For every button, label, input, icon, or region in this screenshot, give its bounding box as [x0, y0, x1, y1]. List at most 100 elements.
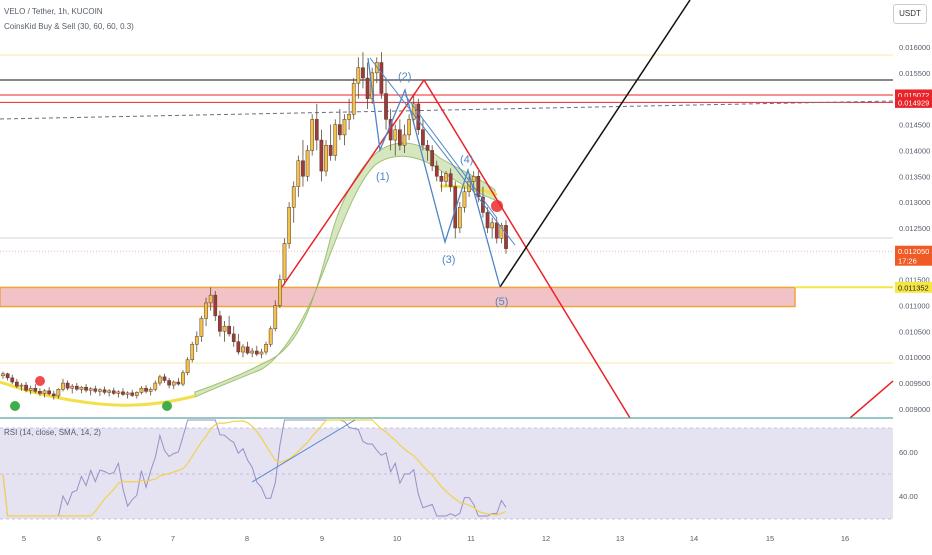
- rsi-axis-tick-label: 60.00: [899, 448, 918, 457]
- wave-label: (1): [376, 171, 389, 183]
- candle-body: [504, 225, 508, 249]
- price-tag: [895, 245, 932, 266]
- candle: [351, 78, 356, 120]
- candle-body: [10, 377, 15, 383]
- candle: [1, 371, 5, 379]
- candle-body: [444, 173, 448, 182]
- candle: [28, 385, 33, 395]
- candle-body: [402, 134, 407, 146]
- buy-signal-dot: [162, 401, 172, 411]
- candle: [125, 391, 130, 399]
- candle: [134, 391, 139, 399]
- candle-body: [65, 382, 70, 389]
- black-projection-line: [499, 0, 691, 288]
- x-axis-tick-label: 11: [467, 534, 475, 543]
- candle: [93, 385, 98, 394]
- candle: [167, 377, 171, 389]
- candle: [398, 119, 402, 151]
- candle-body: [70, 385, 75, 389]
- currency-button[interactable]: USDT: [893, 4, 927, 24]
- candle: [439, 171, 444, 192]
- candle-body: [481, 196, 485, 213]
- candle-body: [88, 388, 93, 391]
- candle: [458, 202, 462, 234]
- candle: [74, 383, 79, 391]
- candle-body: [1, 373, 5, 377]
- sell-signal-dot: [35, 376, 45, 386]
- rsi-line: [2, 419, 507, 517]
- candle-body: [425, 144, 430, 151]
- candle: [328, 124, 333, 161]
- candle: [231, 326, 236, 347]
- candle-body: [490, 222, 495, 229]
- candle: [79, 386, 84, 394]
- candle-body: [361, 67, 365, 79]
- candle: [121, 388, 125, 396]
- candle-body: [342, 119, 347, 136]
- candle-body: [14, 381, 19, 387]
- candle: [425, 140, 430, 161]
- wave-label: (3): [442, 254, 455, 266]
- x-axis-tick-label: 10: [393, 534, 401, 543]
- price-tag-label: 0.012050: [898, 247, 929, 256]
- candle: [481, 186, 485, 218]
- y-axis-tick-label: 0.011000: [899, 302, 930, 311]
- candle-body: [51, 393, 56, 397]
- candle-body: [167, 380, 171, 386]
- candle-body: [134, 392, 139, 396]
- candle-body: [111, 390, 116, 394]
- candle-body: [398, 129, 402, 146]
- candle: [84, 384, 88, 393]
- candle: [291, 181, 296, 223]
- candle: [273, 300, 278, 332]
- candle: [324, 140, 328, 177]
- candle-body: [250, 350, 255, 354]
- candle: [19, 383, 24, 391]
- candle-body: [19, 384, 24, 387]
- candle-body: [310, 119, 315, 151]
- candle-body: [351, 82, 356, 115]
- candle: [33, 384, 38, 394]
- candle: [471, 171, 476, 192]
- candle-body: [485, 212, 490, 229]
- candle: [250, 347, 255, 358]
- candle-body: [185, 359, 190, 373]
- x-axis-tick-label: 14: [690, 534, 698, 543]
- rsi-ma-line: [2, 419, 507, 517]
- candle: [430, 145, 435, 172]
- candle: [153, 380, 158, 392]
- red-projection-line: [281, 78, 631, 419]
- wave-label: (5): [495, 296, 508, 308]
- x-axis-tick-label: 5: [22, 534, 26, 543]
- candle-body: [458, 207, 462, 229]
- candle-body: [231, 333, 236, 342]
- candle-body: [264, 344, 268, 353]
- candle-body: [222, 325, 227, 332]
- candle: [10, 374, 15, 385]
- candle: [374, 57, 379, 84]
- candle: [102, 386, 107, 395]
- y-axis-tick-label: 0.016000: [899, 43, 930, 52]
- candle-body: [213, 294, 218, 317]
- price-tag-label: 0.015072: [898, 91, 929, 100]
- candle: [444, 171, 448, 187]
- candle-body: [162, 376, 167, 381]
- candle-body: [287, 207, 291, 244]
- candle: [402, 124, 407, 153]
- candle: [338, 109, 342, 141]
- candle-body: [278, 279, 282, 306]
- x-axis-tick-label: 6: [97, 534, 101, 543]
- candle-body: [130, 392, 135, 396]
- candle-body: [236, 341, 241, 353]
- candle: [287, 202, 291, 249]
- x-axis-tick-label: 16: [841, 534, 849, 543]
- candle-body: [448, 173, 453, 187]
- candle-body: [227, 325, 231, 335]
- wave-label: (4): [460, 154, 473, 166]
- candle-body: [38, 391, 42, 394]
- candle-body: [453, 186, 458, 229]
- rsi-trend-line: [251, 419, 356, 483]
- candle: [70, 384, 75, 394]
